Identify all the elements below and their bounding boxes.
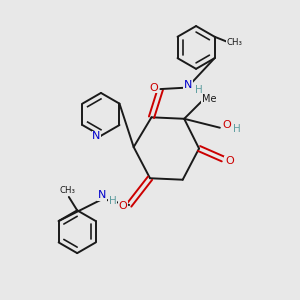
Text: H: H [233, 124, 241, 134]
Text: Me: Me [202, 94, 216, 104]
Text: CH₃: CH₃ [226, 38, 242, 46]
Text: H: H [195, 85, 202, 95]
Text: CH₃: CH₃ [59, 186, 75, 195]
Text: H: H [109, 196, 117, 206]
Text: N: N [184, 80, 192, 90]
Text: N: N [92, 131, 101, 141]
Text: N: N [98, 190, 106, 200]
Text: O: O [149, 82, 158, 93]
Text: O: O [118, 202, 127, 212]
Text: O: O [222, 120, 231, 130]
Text: O: O [225, 156, 234, 166]
